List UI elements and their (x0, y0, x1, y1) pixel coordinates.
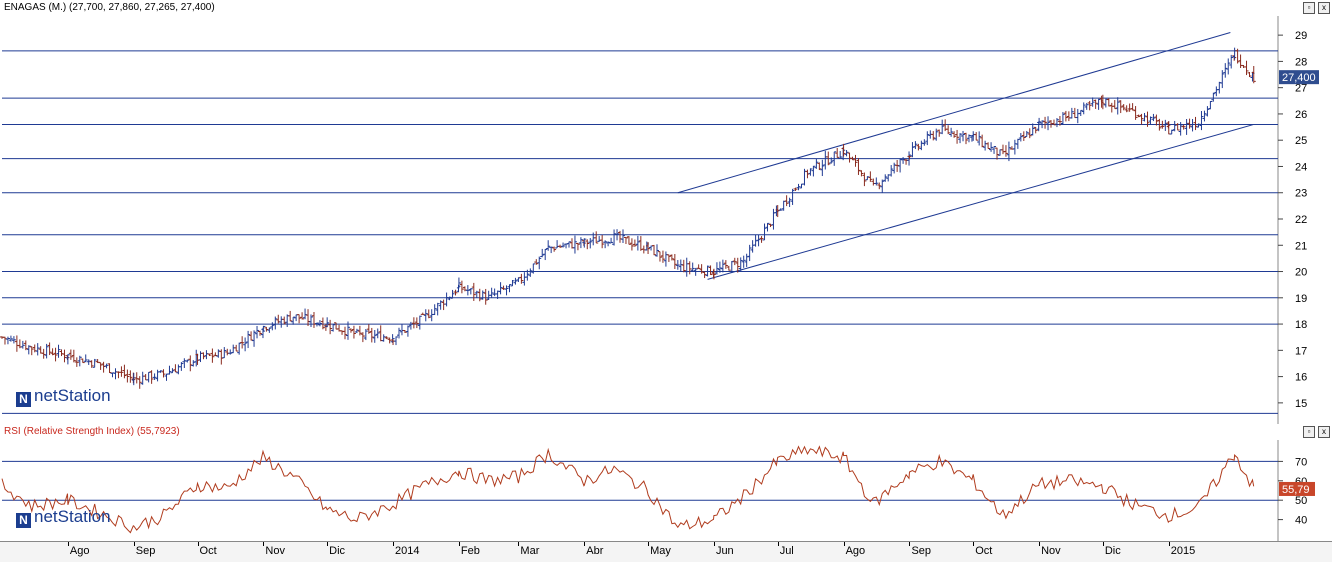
date-label: Mar (520, 545, 540, 557)
price-chart[interactable]: 15 16 17 18 19 20 21 22 23 24 25 26 27 28 29 27,400 (0, 16, 1332, 424)
date-label: Feb (460, 545, 480, 557)
date-label: 2014 (395, 545, 420, 557)
date-tick (843, 542, 845, 546)
price-y-tick-label: 28 (1295, 56, 1307, 68)
date-tick (1039, 542, 1041, 546)
date-tick (518, 542, 520, 546)
minimize-button[interactable]: ▫ (1303, 2, 1315, 14)
date-label: Ago (845, 545, 866, 557)
date-label: Oct (199, 545, 217, 557)
rsi-panel-header: RSI (Relative Strength Index) (55,7923) … (0, 424, 1332, 441)
date-tick (584, 542, 586, 546)
date-tick (777, 542, 779, 546)
price-panel-title: ENAGAS (M.) (27,700, 27,860, 27,265, 27,… (4, 2, 215, 13)
price-y-tick-label: 27 (1295, 83, 1307, 95)
date-label: Oct (975, 545, 993, 557)
rsi-line (1, 445, 1255, 534)
price-y-tick-label: 16 (1295, 372, 1307, 384)
date-label: Sep (135, 545, 156, 557)
date-tick (133, 542, 135, 546)
date-tick (393, 542, 395, 546)
netstation-n-logo-icon: N (16, 392, 31, 407)
price-y-tick-label: 23 (1295, 188, 1307, 200)
date-tick (1102, 542, 1104, 546)
rsi-y-tick-label: 70 (1295, 456, 1307, 468)
date-label: Nov (1041, 545, 1061, 557)
date-label: Sep (911, 545, 932, 557)
rsi-y-tick-label: 50 (1295, 495, 1307, 507)
price-y-tick-label: 29 (1295, 30, 1307, 42)
date-label: Dic (1104, 545, 1121, 557)
date-label: Abr (586, 545, 604, 557)
date-label: Jul (779, 545, 794, 557)
channel-lower-line (707, 123, 1254, 280)
price-y-tick-label: 15 (1295, 398, 1307, 410)
price-y-tick-label: 21 (1295, 240, 1307, 252)
netstation-n-logo-icon: N (16, 513, 31, 528)
date-label: Dic (329, 545, 346, 557)
date-tick (263, 542, 265, 546)
price-y-tick-label: 18 (1295, 319, 1307, 331)
date-tick (458, 542, 460, 546)
date-label: Jun (715, 545, 734, 557)
close-button[interactable]: x (1318, 2, 1330, 14)
date-axis: Ago Sep Oct Nov Dic 2014 Feb Mar Abr May Jun Jul Ago… (0, 541, 1332, 562)
date-tick (909, 542, 911, 546)
rsi-y-tick-label: 40 (1295, 515, 1307, 527)
date-label: Ago (69, 545, 90, 557)
date-tick (648, 542, 650, 546)
channel-upper-line (677, 32, 1231, 194)
date-label: May (650, 545, 671, 557)
price-y-tick-label: 25 (1295, 135, 1307, 147)
date-label: 2015 (1170, 545, 1196, 557)
price-y-tick-label: 26 (1295, 109, 1307, 121)
price-panel-header: ENAGAS (M.) (27,700, 27,860, 27,265, 27,… (0, 0, 1332, 17)
price-y-tick-label: 19 (1295, 293, 1307, 305)
date-tick (1168, 542, 1170, 546)
date-tick (713, 542, 715, 546)
rsi-plot-background (0, 440, 1332, 541)
price-y-tick-label: 22 (1295, 214, 1307, 226)
rsi-panel-title: RSI (Relative Strength Index) (55,7923) (4, 426, 180, 437)
rsi-last-badge (1279, 481, 1315, 496)
date-label: Nov (265, 545, 285, 557)
rsi-last-value: 55,79 (1282, 484, 1310, 496)
date-tick (327, 542, 329, 546)
price-y-tick-label: 20 (1295, 267, 1307, 279)
price-last-value: 27,400 (1282, 72, 1316, 84)
date-tick (67, 542, 69, 546)
rsi-close-button[interactable]: x (1318, 426, 1330, 438)
date-tick (973, 542, 975, 546)
price-y-tick-label: 17 (1295, 345, 1307, 357)
price-y-tick-label: 24 (1295, 161, 1307, 173)
price-plot-background (0, 16, 1332, 424)
date-tick (197, 542, 199, 546)
rsi-minimize-button[interactable]: ▫ (1303, 426, 1315, 438)
price-last-badge (1279, 70, 1319, 85)
